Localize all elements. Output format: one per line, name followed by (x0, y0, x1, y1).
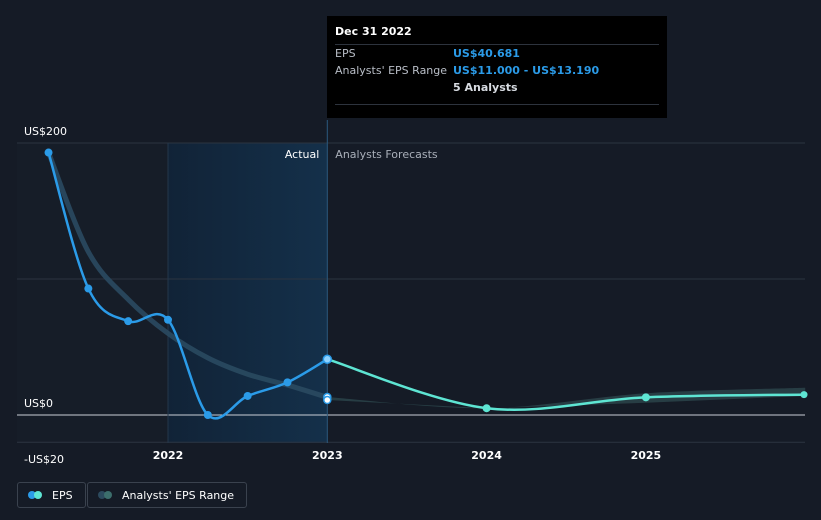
actual-section-label: Actual (285, 148, 319, 161)
tooltip-range-row: Analysts' EPS Range US$11.000 - US$13.19… (335, 62, 659, 79)
tooltip-eps-row: EPS US$40.681 (335, 44, 659, 62)
actual-eps-point (243, 391, 252, 400)
forecast-section-label: Analysts Forecasts (335, 148, 438, 161)
background-layer (17, 143, 328, 443)
actual-eps-point (44, 148, 53, 157)
range-band-area (327, 387, 806, 409)
tooltip-analysts-count: 5 Analysts (453, 81, 518, 94)
legend-range-label: Analysts' EPS Range (122, 488, 235, 502)
actual-eps-point (124, 317, 133, 326)
legend-eps-button[interactable]: EPS (17, 482, 86, 508)
eps-tooltip: Dec 31 2022 EPS US$40.681 Analysts' EPS … (327, 16, 667, 118)
x-tick-label: 2024 (471, 449, 502, 462)
tooltip-eps-label: EPS (335, 47, 356, 60)
actual-eps-point (283, 378, 292, 387)
x-tick-label: 2022 (153, 449, 184, 462)
x-tick-label: 2025 (631, 449, 662, 462)
forecast-eps-point (641, 393, 650, 402)
legend-eps-label: EPS (52, 488, 73, 502)
forecast-eps-line (326, 358, 806, 411)
forecast-range-band (327, 387, 806, 409)
tooltip-divider (335, 104, 659, 105)
axis-labels: US$200 US$0 -US$20 2022 2023 2024 2025 Actual An… (24, 125, 661, 466)
actual-eps-point (203, 411, 212, 419)
forecast-eps-point (482, 404, 491, 413)
actual-eps-point (322, 354, 333, 364)
actual-eps-point (84, 284, 93, 293)
tooltip-analysts-row: 5 Analysts (335, 79, 659, 96)
y-tick-label: US$0 (24, 397, 53, 410)
tooltip-analysts-spacer (335, 79, 453, 96)
range-legend-icon (98, 490, 114, 500)
forecast-eps-point (800, 391, 808, 399)
tooltip-range-label: Analysts' EPS Range (335, 64, 448, 77)
tooltip-range-value: US$11.000 - US$13.190 (453, 64, 600, 77)
tooltip-date: Dec 31 2022 (335, 25, 412, 38)
y-tick-label: -US$20 (24, 453, 64, 466)
data-points (44, 148, 808, 419)
legend-range-button[interactable]: Analysts' EPS Range (87, 482, 248, 508)
tooltip-eps-value: US$40.681 (453, 47, 520, 60)
forecast-range-marker (323, 395, 332, 405)
past-region (17, 143, 168, 443)
x-tick-label: 2023 (312, 449, 343, 462)
grid-layer (17, 120, 805, 443)
y-tick-label: US$200 (24, 125, 67, 138)
actual-eps-point (164, 315, 172, 324)
eps-legend-icon (28, 490, 44, 500)
